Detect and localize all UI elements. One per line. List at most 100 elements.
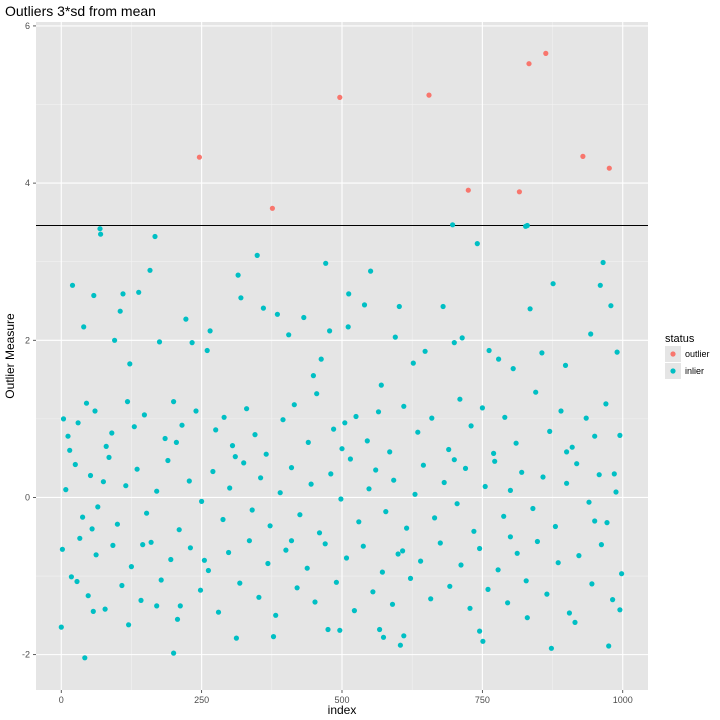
inlier-point	[117, 308, 123, 314]
inlier-point	[401, 633, 407, 639]
x-tick-label: 0	[59, 695, 64, 705]
inlier-point	[589, 581, 595, 587]
inlier-point	[510, 366, 516, 372]
inlier-point	[238, 295, 244, 301]
inlier-point	[574, 461, 580, 467]
inlier-point	[283, 547, 289, 553]
inlier-point	[72, 461, 78, 468]
inlier-point	[576, 553, 582, 559]
inlier-point	[89, 526, 95, 532]
inlier-point	[333, 579, 339, 585]
inlier-point	[91, 292, 97, 299]
inlier-point	[603, 401, 609, 407]
y-tick-label: 2	[25, 335, 30, 345]
inlier-point	[85, 593, 91, 599]
inlier-point	[106, 454, 112, 460]
legend-title: status	[665, 333, 695, 345]
inlier-point	[215, 609, 222, 615]
inlier-point	[256, 594, 262, 600]
inlier-point	[90, 608, 96, 615]
inlier-point	[468, 423, 474, 429]
inlier-point	[158, 577, 164, 583]
inlier-point	[534, 538, 541, 545]
inlier-point	[446, 446, 452, 453]
inlier-point	[232, 454, 238, 460]
inlier-point	[353, 413, 359, 420]
inlier-point	[437, 540, 443, 546]
outlier-point	[196, 154, 202, 160]
inlier-point	[136, 289, 142, 295]
inlier-point	[368, 268, 374, 274]
x-tick-label: 500	[334, 695, 349, 705]
inlier-point	[366, 486, 372, 492]
inlier-point	[617, 607, 623, 613]
inlier-point	[131, 424, 137, 430]
inlier-point	[197, 587, 204, 593]
inlier-point	[81, 324, 87, 330]
inlier-point	[387, 449, 393, 455]
inlier-point	[204, 347, 210, 354]
inlier-point	[428, 596, 434, 602]
inlier-point	[323, 260, 329, 266]
inlier-point	[144, 510, 150, 516]
inlier-point	[345, 324, 351, 330]
inlier-point	[569, 444, 575, 450]
inlier-point	[604, 520, 610, 526]
inlier-point	[154, 603, 160, 609]
inlier-point	[97, 226, 103, 232]
outlier-point	[606, 165, 612, 171]
inlier-point	[328, 471, 334, 477]
inlier-point	[176, 527, 182, 533]
inlier-point	[598, 542, 605, 548]
inlier-point	[65, 433, 71, 439]
inlier-point	[600, 259, 606, 266]
inlier-point	[527, 306, 533, 312]
chart-title: Outliers 3*sd from mean	[5, 3, 156, 19]
inlier-point	[226, 549, 232, 556]
inlier-point	[462, 465, 469, 471]
inlier-point	[152, 233, 158, 240]
inlier-point	[447, 583, 453, 589]
inlier-point	[533, 389, 539, 395]
inlier-point	[404, 525, 410, 531]
inlier-point	[305, 439, 311, 445]
inlier-point	[174, 616, 181, 622]
inlier-point	[583, 415, 589, 421]
inlier-point	[171, 399, 177, 405]
inlier-point	[361, 302, 368, 308]
inlier-point	[141, 412, 147, 418]
inlier-point	[566, 610, 573, 616]
inlier-point	[308, 481, 314, 487]
inlier-point	[201, 557, 207, 563]
inlier-point	[260, 305, 266, 311]
inlier-point	[252, 432, 258, 438]
inlier-point	[477, 545, 483, 552]
inlier-point	[486, 347, 492, 354]
inlier-point	[93, 552, 99, 558]
inlier-point	[407, 575, 414, 582]
inlier-point	[347, 456, 353, 462]
inlier-point	[207, 328, 213, 334]
outlier-point	[337, 94, 343, 100]
inlier-point	[375, 409, 382, 415]
inlier-point	[220, 516, 226, 523]
inlier-point	[265, 560, 271, 567]
inlier-point	[495, 567, 501, 573]
inlier-point	[263, 451, 269, 457]
inlier-point	[558, 408, 564, 414]
inlier-point	[138, 597, 144, 604]
inlier-point	[613, 489, 619, 495]
inlier-point	[277, 490, 283, 496]
inlier-point	[544, 591, 550, 597]
inlier-point	[586, 499, 592, 505]
legend-label-inlier: inlier	[685, 366, 704, 376]
inlier-point	[114, 521, 120, 527]
inlier-point	[415, 429, 421, 435]
x-tick-label: 250	[194, 695, 209, 705]
inlier-point	[548, 645, 555, 651]
inlier-point	[179, 422, 185, 428]
inlier-point	[119, 582, 125, 589]
inlier-point	[322, 541, 328, 547]
inlier-point	[377, 626, 383, 633]
inlier-point	[168, 556, 174, 563]
